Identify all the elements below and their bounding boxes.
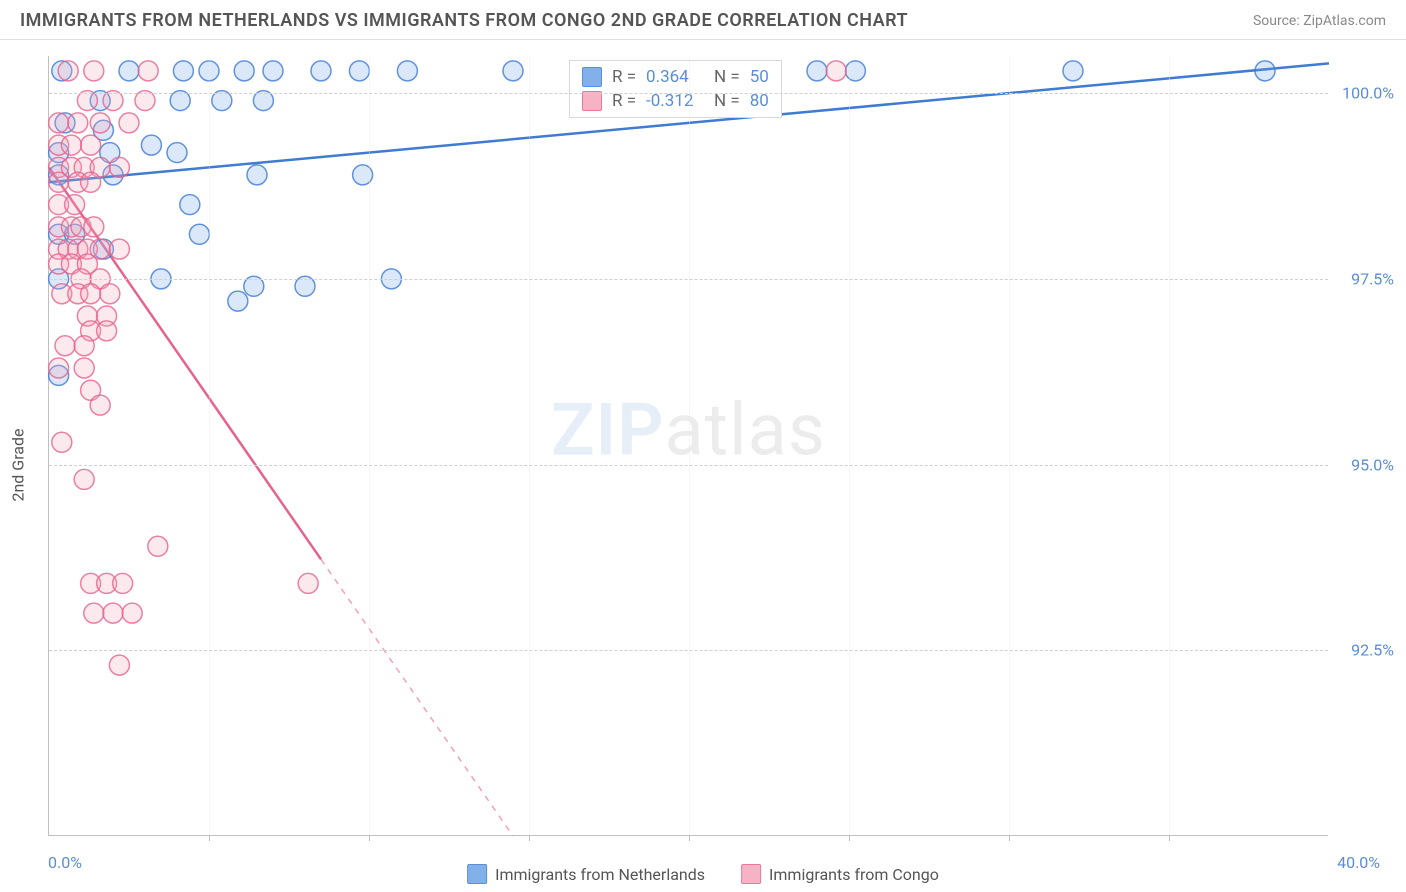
chart-header: IMMIGRANTS FROM NETHERLANDS VS IMMIGRANT… [0,0,1406,40]
data-point [55,336,75,356]
y-axis-title: 2nd Grade [9,428,28,501]
data-point [397,61,417,81]
data-point [1255,61,1275,81]
data-point [180,195,200,215]
legend-label: Immigrants from Netherlands [495,865,705,884]
data-point [74,336,94,356]
gridline-vertical [209,56,210,835]
data-point [49,358,69,378]
gridline-vertical [369,56,370,835]
data-point [298,573,318,593]
data-point [113,573,133,593]
gridline-vertical [849,56,850,835]
data-point [228,291,248,311]
data-point [52,432,72,452]
r-prefix: R = [612,67,636,87]
gridline-vertical [689,56,690,835]
data-point [109,655,129,675]
legend-item: Immigrants from Netherlands [467,864,705,884]
data-point [90,113,110,133]
y-tick-label: 95.0% [1351,455,1394,474]
data-point [61,135,81,155]
data-point [81,172,101,192]
n-value: 50 [750,67,769,87]
data-point [807,61,827,81]
legend-swatch [741,864,761,884]
gridline-vertical [1009,56,1010,835]
data-point [74,358,94,378]
data-point [74,469,94,489]
data-point [58,61,78,81]
data-point [84,217,104,237]
n-prefix: N = [714,67,740,87]
y-tick-label: 97.5% [1351,269,1394,288]
data-point [49,172,69,192]
gridline-vertical [529,56,530,835]
chart-title: IMMIGRANTS FROM NETHERLANDS VS IMMIGRANT… [20,10,908,31]
data-point [81,135,101,155]
r-value: 0.364 [646,67,704,87]
data-point [173,61,193,81]
data-point [68,113,88,133]
data-point [103,603,123,623]
data-point [84,603,104,623]
x-tick [1009,835,1010,841]
data-point [503,61,523,81]
data-point [349,61,369,81]
data-point [109,157,129,177]
data-point [247,165,267,185]
data-point [1063,61,1083,81]
x-min-label: 0.0% [48,853,82,872]
data-point [189,224,209,244]
data-point [234,61,254,81]
data-point [826,61,846,81]
x-tick [849,835,850,841]
source-label: Source: ZipAtlas.com [1253,13,1386,29]
x-tick [689,835,690,841]
x-max-label: 40.0% [1337,853,1380,872]
correlation-legend: R =0.364N =50R =-0.312N =80 [569,60,782,118]
legend-label: Immigrants from Congo [769,865,939,884]
data-point [81,284,101,304]
y-tick-label: 92.5% [1351,641,1394,660]
data-point [65,195,85,215]
data-point [119,113,139,133]
data-point [90,395,110,415]
data-point [119,61,139,81]
y-tick-label: 100.0% [1342,84,1394,103]
x-tick [529,835,530,841]
chart-container: 2nd Grade ZIPatlas R =0.364N =50R =-0.31… [0,40,1406,890]
data-point [148,536,168,556]
series-legend: Immigrants from Netherlands Immigrants fr… [467,864,939,884]
data-point [84,61,104,81]
data-point [167,143,187,163]
data-point [100,284,120,304]
legend-swatch [582,67,602,87]
x-tick [209,835,210,841]
data-point [49,113,69,133]
data-point [138,61,158,81]
data-point [122,603,142,623]
legend-swatch [467,864,487,884]
data-point [109,239,129,259]
correlation-row: R = 0.364 N = 50 [582,65,769,89]
legend-item: Immigrants from Congo [741,864,939,884]
data-point [311,61,331,81]
x-tick [1169,835,1170,841]
data-point [141,135,161,155]
data-point [263,61,283,81]
data-point [97,321,117,341]
gridline-vertical [1169,56,1170,835]
plot-area: ZIPatlas R =0.364N =50R =-0.312N =80 [48,56,1328,836]
x-tick [369,835,370,841]
